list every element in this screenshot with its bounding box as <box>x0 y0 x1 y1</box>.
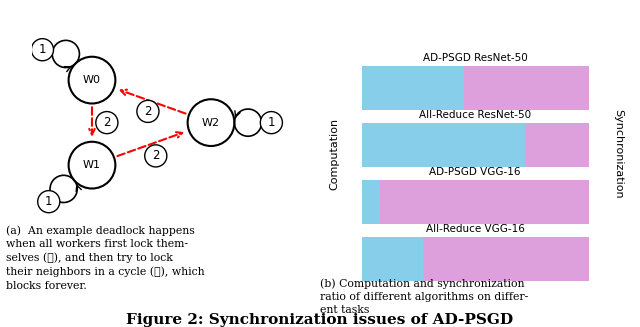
Text: Figure 2: Synchronization issues of AD-PSGD: Figure 2: Synchronization issues of AD-P… <box>127 313 513 327</box>
Bar <box>525 123 589 167</box>
Text: AD-PSGD VGG-16: AD-PSGD VGG-16 <box>429 167 521 177</box>
Circle shape <box>31 39 54 61</box>
Text: 1: 1 <box>38 43 46 56</box>
Text: (b) Computation and synchronization
ratio of different algorithms on differ-
ent: (b) Computation and synchronization rati… <box>320 278 528 315</box>
Circle shape <box>260 112 282 134</box>
Text: AD-PSGD ResNet-50: AD-PSGD ResNet-50 <box>423 53 527 63</box>
Text: 1: 1 <box>45 195 52 208</box>
Text: Computation: Computation <box>330 118 339 190</box>
Text: W2: W2 <box>202 118 220 128</box>
Text: All-Reduce VGG-16: All-Reduce VGG-16 <box>426 224 525 234</box>
Circle shape <box>96 112 118 134</box>
Circle shape <box>137 100 159 122</box>
Bar <box>380 180 589 224</box>
Text: W0: W0 <box>83 75 101 85</box>
Text: 2: 2 <box>103 116 111 129</box>
Text: 1: 1 <box>268 116 275 129</box>
Circle shape <box>38 191 60 213</box>
Text: All-Reduce ResNet-50: All-Reduce ResNet-50 <box>419 110 531 120</box>
Bar <box>362 123 525 167</box>
Circle shape <box>145 145 167 167</box>
Bar <box>362 180 380 224</box>
Text: 2: 2 <box>144 105 152 118</box>
Bar <box>362 66 464 110</box>
Text: (a)  An example deadlock happens
when all workers first lock them-
selves (①), a: (a) An example deadlock happens when all… <box>6 226 205 291</box>
Bar <box>423 237 589 281</box>
Bar <box>362 237 423 281</box>
Bar <box>464 66 589 110</box>
Text: W1: W1 <box>83 160 101 170</box>
Text: Synchronization: Synchronization <box>613 109 623 198</box>
Text: 2: 2 <box>152 149 159 163</box>
